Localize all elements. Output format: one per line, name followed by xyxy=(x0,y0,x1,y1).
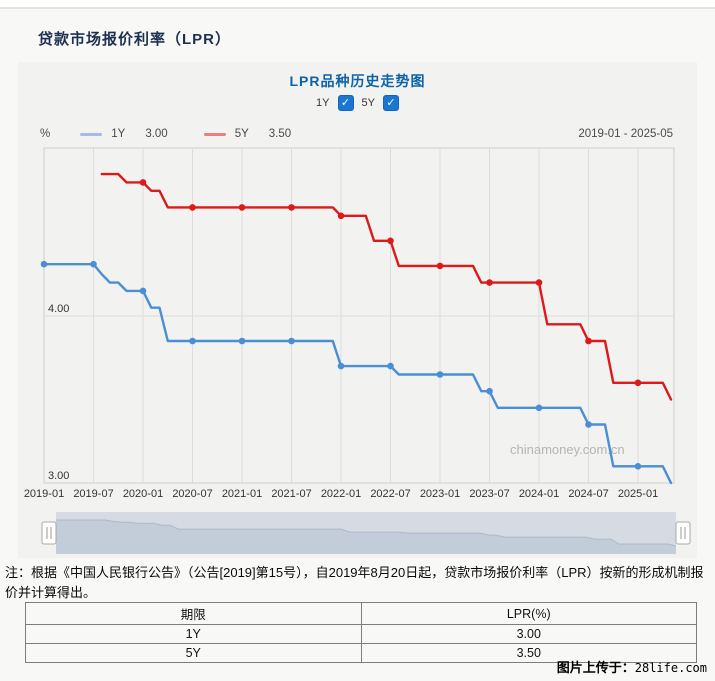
table-header-row: 期限 LPR(%) xyxy=(25,602,697,625)
legend-value-5y: 3.50 xyxy=(268,128,292,140)
5y-data-point xyxy=(189,204,196,211)
5y-checkbox[interactable]: ✓ xyxy=(382,95,399,111)
navigator-area xyxy=(56,520,676,554)
lpr-summary-table: 期限 LPR(%) 1Y 3.00 5Y 3.50 xyxy=(25,602,697,663)
chart-panel: LPR品种历史走势图 1Y ✓ 5Y ✓ % 1Y 3.00 5Y 3.50 2… xyxy=(18,62,697,558)
1y-data-point xyxy=(486,387,493,395)
5y-line xyxy=(100,172,673,401)
lpr-trend-chart: 4.00 3.00 2019-01 2019-07 2020-01 2020-07 2021… xyxy=(24,147,691,554)
1y-data-point xyxy=(387,362,394,370)
x-axis-tick-label: 2023-01 xyxy=(420,488,460,500)
page-title: 贷款市场报价利率（LPR） xyxy=(38,31,232,48)
col-header-term: 期限 xyxy=(25,602,362,625)
credit-prefix: 图片上传于： xyxy=(556,660,635,675)
series-toggle-controls: 1Y ✓ 5Y ✓ xyxy=(18,95,697,111)
legend-item-5y: 5Y 3.50 xyxy=(203,128,327,140)
x-axis-tick-label: 2019-07 xyxy=(73,488,113,500)
5y-data-point xyxy=(139,179,147,186)
y-axis-tick-label: 4.00 xyxy=(48,303,69,315)
toggle-label-1y: 1Y xyxy=(316,97,330,109)
1y-data-point xyxy=(634,463,642,470)
1y-data-point xyxy=(585,421,592,428)
credit-site: 28life.com xyxy=(634,661,707,675)
table-row: 1Y 3.00 xyxy=(25,624,697,644)
chart-title: LPR品种历史走势图 xyxy=(289,73,426,89)
1y-data-point xyxy=(436,371,444,378)
1y-data-point xyxy=(189,337,196,345)
rate-cell: 3.50 xyxy=(360,643,697,663)
top-divider xyxy=(0,0,715,9)
x-axis-tick-label: 2021-07 xyxy=(271,488,311,500)
5y-data-point xyxy=(238,204,246,211)
legend-item-1y: 1Y 3.00 xyxy=(80,128,203,140)
y-axis-tick-label: 3.00 xyxy=(48,470,69,482)
y-axis-unit-label: % xyxy=(40,128,51,140)
5y-data-point xyxy=(288,204,295,211)
1y-checkbox[interactable]: ✓ xyxy=(337,95,354,111)
x-axis-tick-label: 2019-01 xyxy=(24,488,64,500)
x-axis-tick-label: 2020-07 xyxy=(172,488,212,500)
1y-line xyxy=(42,262,673,485)
navigator-line xyxy=(56,519,677,547)
5y-data-point xyxy=(585,337,592,345)
x-axis-tick-label: 2024-07 xyxy=(568,488,608,500)
term-cell: 5Y xyxy=(25,643,362,663)
check-icon: ✓ xyxy=(340,96,351,109)
1y-data-point xyxy=(288,337,295,345)
image-credit: 图片上传于：28life.com xyxy=(557,657,707,676)
legend-row: % 1Y 3.00 5Y 3.50 2019-01 - 2025-05 xyxy=(40,128,673,140)
1y-line-sample-icon xyxy=(80,132,103,136)
5y-data-point xyxy=(337,212,345,220)
x-axis-tick-label: 2023-07 xyxy=(469,488,509,500)
navigator-left-handle[interactable] xyxy=(41,521,57,545)
5y-line-sample-icon xyxy=(203,132,226,136)
x-axis-tick-label: 2024-01 xyxy=(519,488,559,500)
legend-label-1y: 1Y xyxy=(111,128,126,140)
1y-data-point xyxy=(337,362,345,370)
table-row: 5Y 3.50 xyxy=(25,643,697,663)
rate-cell: 3.00 xyxy=(360,624,697,644)
date-range-label: 2019-01 - 2025-05 xyxy=(578,128,673,140)
5y-data-point xyxy=(436,262,444,270)
1y-data-point xyxy=(535,404,543,412)
5y-data-point xyxy=(486,279,493,286)
x-axis-tick-label: 2020-01 xyxy=(123,488,163,500)
x-axis-tick-label: 2022-07 xyxy=(370,488,410,500)
5y-data-point xyxy=(634,379,642,387)
1y-data-point xyxy=(238,337,246,345)
1y-data-point xyxy=(139,287,147,295)
1y-data-point xyxy=(90,260,97,268)
x-axis-tick-label: 2025-01 xyxy=(618,488,658,500)
col-header-lpr: LPR(%) xyxy=(360,602,697,625)
toggle-label-5y: 5Y xyxy=(361,97,375,109)
legend-value-1y: 3.00 xyxy=(145,128,168,140)
footnote: 注：根据《中国人民银行公告》（公告[2019]第15号），自2019年8月20日… xyxy=(5,565,704,600)
chart-watermark: chinamoney.com.cn xyxy=(510,442,625,457)
5y-data-point xyxy=(535,279,543,286)
x-axis-tick-label: 2021-01 xyxy=(222,488,262,500)
x-axis-tick-label: 2022-01 xyxy=(321,488,361,500)
5y-data-point xyxy=(387,237,394,245)
check-icon: ✓ xyxy=(386,96,396,109)
navigator-right-handle[interactable] xyxy=(675,521,691,545)
1y-data-point xyxy=(40,260,48,268)
term-cell: 1Y xyxy=(25,624,362,644)
legend-label-5y: 5Y xyxy=(234,128,249,140)
